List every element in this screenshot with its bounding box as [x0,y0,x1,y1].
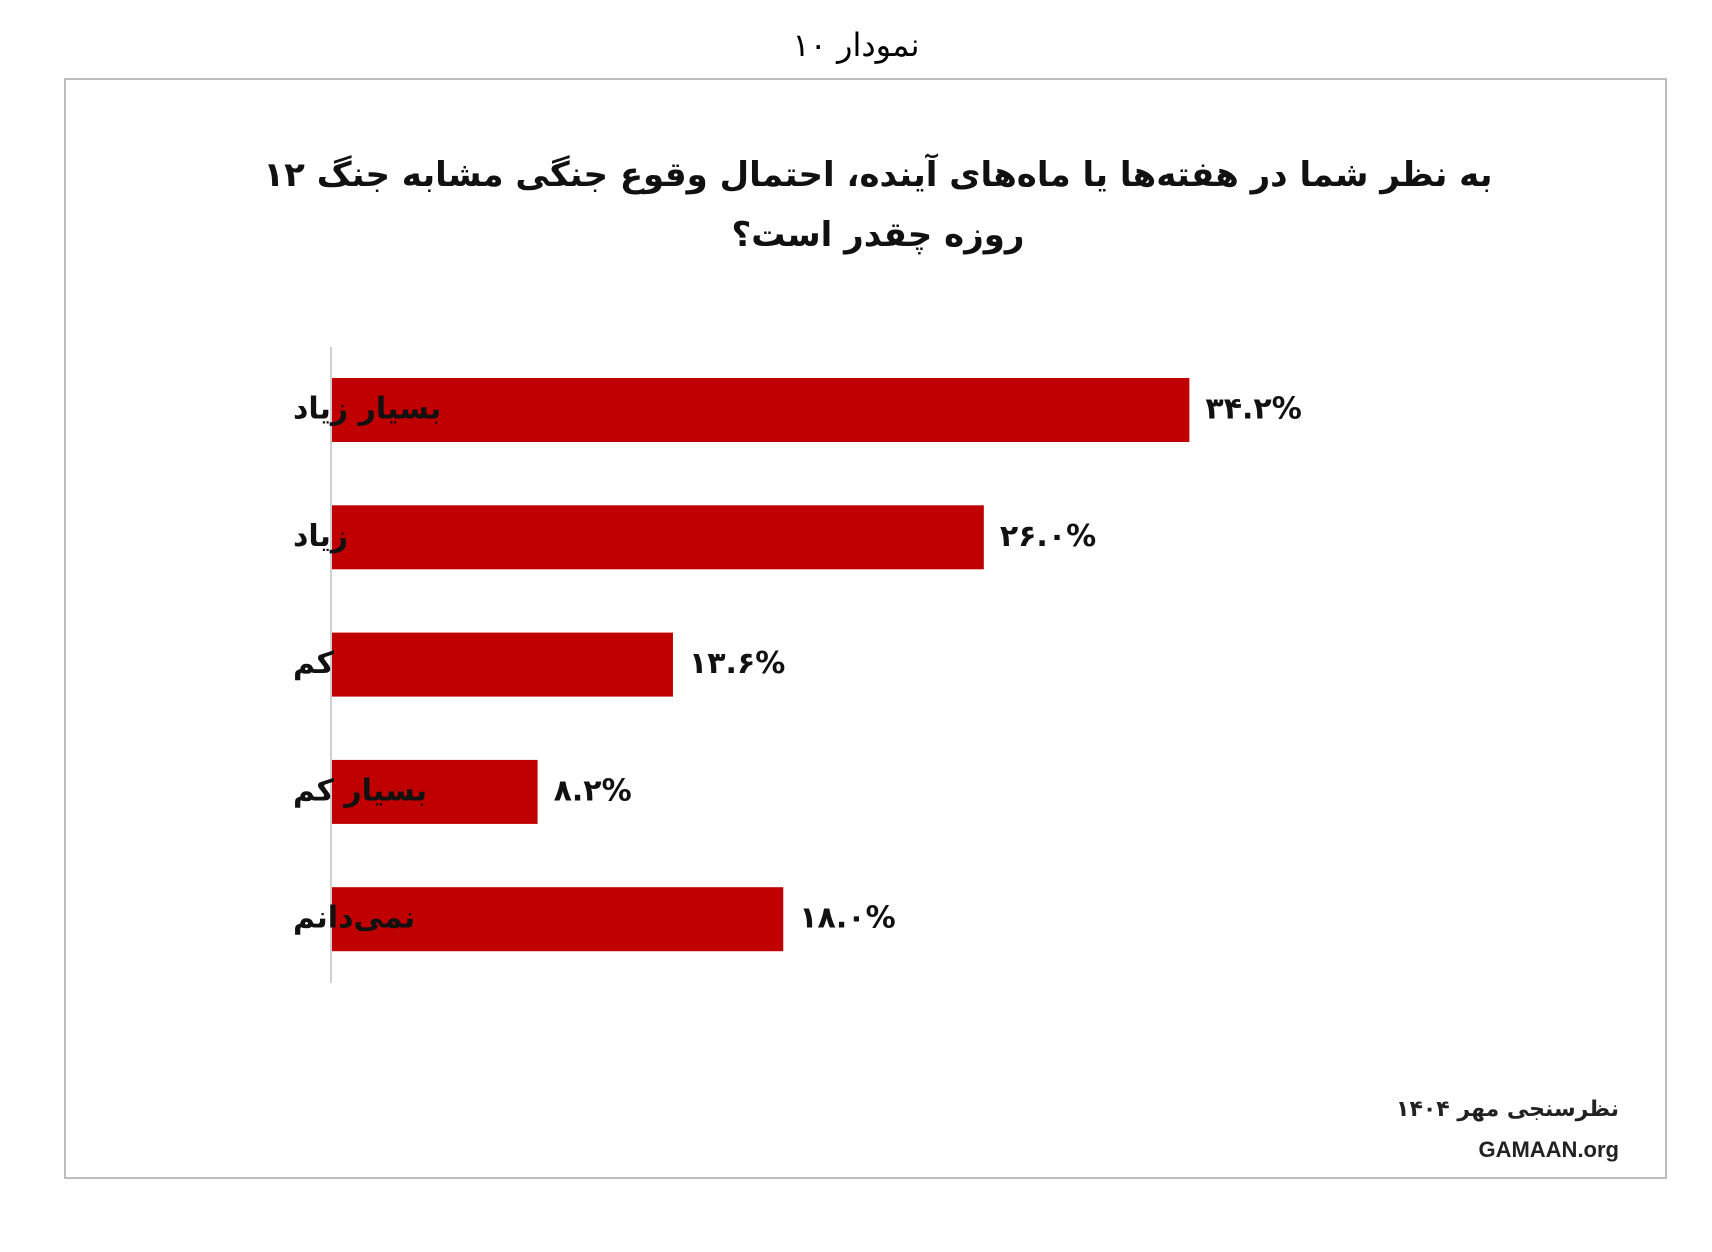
page-heading: نمودار ۱۰ [792,26,920,64]
category-label: زیاد [293,519,348,554]
value-label: ۲۶.۰% [1000,519,1096,554]
bar [332,632,673,697]
bar [332,887,784,952]
value-label: ۱۸.۰% [799,901,895,936]
chart-frame [64,78,1667,1179]
value-label: ۱۳.۶% [689,646,785,681]
value-label: ۳۴.۲% [1205,392,1301,427]
category-label: نمی‌دانم [293,901,415,936]
category-label: کم [293,646,335,681]
value-label: ۸.۲% [554,773,632,808]
category-label: بسیار زیاد [293,392,441,427]
bar [332,505,984,570]
chart-title: به نظر شما در هفته‌ها یا ماه‌های آینده، … [263,155,1493,255]
source: نظرسنجی مهر ۱۴۰۴ GAMAAN.org [1396,1090,1619,1170]
bar [332,378,1190,442]
category-label: بسیار کم [293,773,427,808]
source-survey: نظرسنجی مهر ۱۴۰۴ [1396,1097,1619,1122]
source-site: GAMAAN.org [1478,1137,1619,1162]
bar [332,759,538,824]
